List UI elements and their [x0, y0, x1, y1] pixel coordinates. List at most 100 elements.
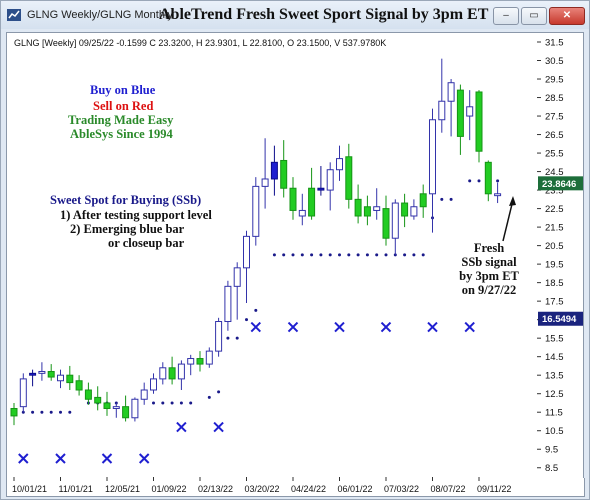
support-dot — [217, 390, 221, 394]
candle-body — [187, 358, 195, 365]
plot-area[interactable] — [6, 32, 538, 479]
candle-body — [354, 198, 362, 217]
support-dot — [477, 179, 481, 183]
price-tag-lower-label: 16.5494 — [542, 314, 577, 325]
support-dot — [179, 401, 183, 405]
x-signal-mark — [380, 321, 392, 333]
x-tick-label: 10/01/21 — [12, 484, 47, 494]
candle-body — [308, 187, 316, 217]
minimize-button[interactable]: – — [493, 7, 519, 25]
price-axis[interactable] — [537, 32, 584, 479]
x-signal-mark — [18, 453, 29, 464]
support-dot — [421, 253, 425, 257]
candle-body — [317, 187, 325, 191]
candle-body — [177, 363, 185, 380]
support-dot — [310, 253, 314, 257]
candle-body — [438, 100, 446, 121]
y-tick-label: 13.5 — [545, 371, 564, 382]
y-tick-label: 9.5 — [545, 445, 558, 456]
y-tick-label: 12.5 — [545, 389, 564, 400]
candle-body — [280, 159, 288, 189]
support-dot — [496, 179, 500, 183]
date-axis[interactable] — [6, 478, 585, 497]
candle-body — [19, 378, 27, 408]
x-signal-mark — [250, 321, 262, 333]
ohlc-info-line: GLNG [Weekly] 09/25/22 -0.1599 C 23.3200… — [14, 38, 387, 48]
support-dot — [328, 253, 332, 257]
y-tick-label: 31.5 — [545, 38, 564, 49]
support-dot — [152, 401, 155, 405]
candle-body — [112, 406, 120, 410]
candle-body — [205, 350, 213, 365]
fresh-line-2: SSb signal — [461, 255, 517, 269]
y-tick-label: 10.5 — [545, 426, 564, 437]
x-tick-label: 02/13/22 — [198, 484, 233, 494]
support-dot — [449, 197, 453, 201]
support-dot — [226, 336, 230, 340]
candle-body — [270, 161, 278, 180]
candle-body — [475, 91, 483, 152]
candle-body — [140, 389, 148, 400]
candle-body — [484, 161, 492, 195]
support-dot — [375, 253, 379, 257]
candle-body — [94, 396, 102, 404]
window-tab-title[interactable]: GLNG Weekly/GLNG Monthly — [27, 9, 173, 21]
support-dot — [49, 410, 53, 414]
sell-on-red-label: Sell on Red — [93, 99, 154, 113]
y-tick-label: 28.5 — [545, 93, 564, 104]
candle-body — [382, 208, 390, 239]
candle-body — [103, 402, 111, 410]
support-dot — [207, 395, 211, 399]
y-tick-label: 29.5 — [545, 75, 564, 86]
support-dot — [272, 253, 276, 257]
candle-body — [363, 206, 371, 217]
ssb-rule-1: 1) After testing support level — [60, 208, 212, 222]
candle-body — [66, 374, 74, 384]
ssb-title: Sweet Spot for Buying (SSb) — [50, 193, 202, 207]
y-tick-label: 30.5 — [545, 56, 564, 67]
price-tag-lower — [538, 311, 583, 326]
candle-body — [122, 406, 130, 419]
x-signal-mark — [213, 421, 224, 433]
x-tick-label: 04/24/22 — [291, 484, 326, 494]
ssb-rule-3: or closeup bar — [108, 236, 185, 250]
y-tick-label: 25.5 — [545, 149, 564, 160]
support-dot — [282, 253, 286, 257]
maximize-button[interactable]: ▭ — [521, 7, 547, 25]
candle-body — [47, 370, 55, 378]
candle-body — [373, 206, 381, 211]
support-dot — [31, 410, 35, 414]
x-tick-label: 08/07/22 — [431, 484, 466, 494]
candle-body — [196, 358, 204, 365]
support-dot — [235, 336, 239, 340]
support-dot — [440, 197, 444, 201]
title-bar[interactable]: GLNG Weekly/GLNG Monthly AbleTrend Fresh… — [1, 1, 589, 29]
y-tick-label: 14.5 — [545, 352, 564, 363]
fresh-line-4: on 9/27/22 — [461, 283, 517, 297]
y-tick-label: 20.5 — [545, 241, 564, 252]
x-tick-label: 06/01/22 — [338, 484, 373, 494]
close-button[interactable]: ✕ — [549, 7, 585, 25]
x-signal-mark — [287, 321, 299, 333]
fresh-line-1: Fresh — [473, 241, 505, 255]
candle-body — [243, 235, 250, 269]
candle-body — [289, 187, 297, 211]
candle-body — [159, 367, 167, 380]
y-tick-label: 17.5 — [545, 297, 564, 308]
candle-body — [466, 106, 474, 117]
ssb-rule-2: 2) Emerging blue bar — [70, 222, 185, 236]
fresh-signal-arrowhead — [509, 196, 516, 206]
ablesys-since-label: AbleSys Since 1994 — [70, 127, 173, 141]
y-tick-label: 27.5 — [545, 112, 564, 123]
candle-body — [57, 374, 64, 382]
candle-body — [38, 370, 46, 374]
buy-on-blue-label: Buy on Blue — [90, 83, 156, 97]
support-dot — [338, 253, 341, 257]
y-tick-label: 26.5 — [545, 130, 564, 141]
y-tick-label: 23.5 — [545, 186, 564, 197]
candle-body — [252, 185, 260, 237]
candle-body — [494, 193, 502, 197]
candle-body — [215, 321, 223, 352]
y-tick-label: 21.5 — [545, 223, 564, 234]
